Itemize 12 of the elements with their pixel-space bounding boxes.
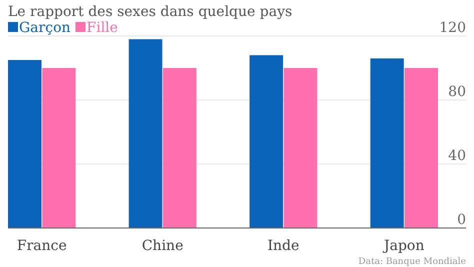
y-tick-label: 80 bbox=[448, 84, 466, 100]
legend-label: Fille bbox=[86, 20, 118, 36]
x-tick-label: Inde bbox=[267, 238, 300, 254]
x-tick-label: Chine bbox=[142, 238, 184, 254]
chart-title: Le rapport des sexes dans quelque pays bbox=[8, 4, 292, 20]
x-tick-label: Japon bbox=[382, 238, 424, 254]
y-tick-label: 40 bbox=[448, 148, 466, 164]
legend-label: Garçon bbox=[19, 20, 71, 36]
x-tick-label: France bbox=[16, 238, 67, 254]
y-tick-label: 0 bbox=[457, 212, 466, 228]
y-tick-label: 120 bbox=[439, 20, 466, 36]
text: Data: Banque Mondiale bbox=[358, 257, 466, 267]
